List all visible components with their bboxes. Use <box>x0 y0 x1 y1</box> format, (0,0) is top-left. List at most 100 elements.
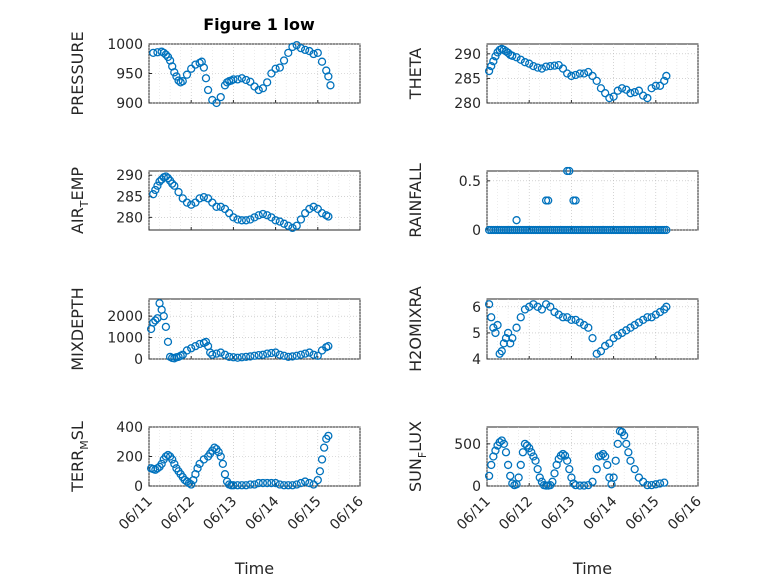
data-point <box>233 75 242 84</box>
data-point <box>149 318 158 327</box>
data-point <box>163 174 173 183</box>
data-point <box>567 71 576 81</box>
data-point <box>563 69 572 78</box>
data-point <box>161 50 171 59</box>
y-tick-label: 0.5 <box>459 174 481 190</box>
data-point <box>484 300 494 309</box>
data-point <box>319 443 329 452</box>
data-point <box>313 204 322 214</box>
x-tick-label: 06/13 <box>200 494 240 534</box>
data-point <box>484 66 494 76</box>
data-point <box>609 333 618 343</box>
data-point <box>254 85 263 95</box>
data-point <box>571 481 580 490</box>
terr_msl-ylabel: TERRMSL <box>68 421 91 493</box>
data-point <box>655 307 665 317</box>
data-point <box>233 481 242 490</box>
y-tick-label: 500 <box>454 437 481 453</box>
data-point <box>157 459 166 469</box>
data-point <box>246 352 255 361</box>
data-point <box>512 323 521 332</box>
data-point <box>203 194 213 203</box>
h2omixra-axes: 4 5 6 H2OMIXRA <box>406 286 699 372</box>
data-point <box>300 477 310 486</box>
data-point <box>546 61 555 71</box>
data-point <box>560 451 570 460</box>
data-point <box>288 42 297 52</box>
data-point <box>491 328 500 338</box>
data-point <box>208 350 217 359</box>
data-point <box>172 72 181 81</box>
data-point <box>584 323 593 332</box>
y-tick-label: 400 <box>116 420 143 436</box>
h2omixra-series <box>484 300 671 358</box>
data-point <box>525 302 534 311</box>
data-point <box>159 311 168 321</box>
data-point <box>541 62 551 71</box>
data-point <box>191 341 200 351</box>
data-point <box>313 475 322 485</box>
y-tick-label: 950 <box>116 67 143 83</box>
pressure-axes: 900 950 1000 PRESSURE <box>68 31 361 116</box>
data-point <box>548 477 557 486</box>
data-point <box>324 431 333 441</box>
data-point <box>212 202 221 211</box>
data-point <box>300 45 310 55</box>
theta-ylabel: THETA <box>406 48 425 100</box>
data-point <box>609 92 618 101</box>
data-point <box>182 346 192 355</box>
x-tick-label: 06/13 <box>538 494 578 534</box>
data-point <box>491 446 500 455</box>
data-point <box>499 439 509 449</box>
data-point <box>305 478 314 488</box>
data-point <box>220 350 230 359</box>
data-point <box>491 52 500 61</box>
data-point <box>241 352 251 362</box>
data-point <box>601 341 610 351</box>
data-point <box>174 187 183 197</box>
data-point <box>153 181 162 190</box>
data-point <box>501 448 511 457</box>
data-point <box>563 313 572 322</box>
data-point <box>575 481 584 490</box>
data-point <box>516 460 525 470</box>
data-point <box>168 179 177 188</box>
data-point <box>544 196 553 205</box>
data-point <box>601 89 610 98</box>
mixdepth-ylabel: MIXDEPTH <box>68 287 87 370</box>
data-point <box>660 305 669 314</box>
sun_flux-series <box>484 427 669 490</box>
data-point <box>279 56 289 65</box>
rainfall-ylabel: RAINFALL <box>406 163 425 238</box>
data-point <box>508 333 517 343</box>
x-tick-label: 06/11 <box>116 494 156 534</box>
data-point <box>575 318 584 327</box>
data-point <box>267 348 276 358</box>
y-tick-label: 0 <box>472 479 481 495</box>
data-point <box>613 86 622 95</box>
data-point <box>279 351 289 360</box>
data-point <box>626 89 635 98</box>
data-point <box>508 479 517 488</box>
data-point <box>241 481 251 490</box>
sun_flux-plot-area <box>486 426 699 487</box>
data-point <box>229 213 238 222</box>
data-point <box>575 69 584 78</box>
y-tick-label: 290 <box>454 47 481 63</box>
data-point <box>493 320 502 330</box>
data-point <box>155 177 164 186</box>
data-point <box>662 71 671 81</box>
data-point <box>296 350 306 359</box>
data-point <box>182 198 192 207</box>
data-point <box>296 478 306 488</box>
data-point <box>246 480 255 489</box>
data-point <box>267 69 276 78</box>
data-point <box>634 318 644 327</box>
data-point <box>317 57 327 66</box>
data-point <box>218 459 228 469</box>
data-point <box>195 459 204 469</box>
data-point <box>216 452 225 461</box>
data-point <box>514 473 523 482</box>
data-point <box>579 481 589 490</box>
data-point <box>550 307 559 317</box>
